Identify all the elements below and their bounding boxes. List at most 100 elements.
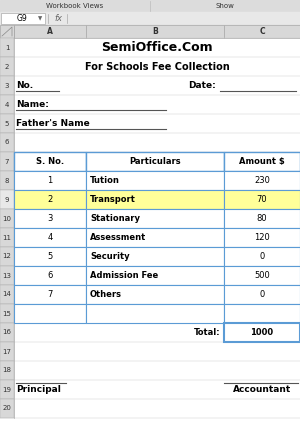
Text: Security: Security <box>90 252 130 261</box>
Bar <box>0 228 300 247</box>
Bar <box>224 304 300 323</box>
Text: 7: 7 <box>5 158 9 164</box>
Bar <box>14 190 86 209</box>
Text: Principal: Principal <box>16 385 61 394</box>
Bar <box>0 171 300 190</box>
Bar <box>224 209 300 228</box>
Bar <box>224 266 300 285</box>
Bar <box>0 57 300 76</box>
Bar <box>86 209 224 228</box>
Text: B: B <box>152 27 158 36</box>
Text: 120: 120 <box>254 233 270 242</box>
Bar <box>0 380 14 399</box>
Bar <box>14 285 86 304</box>
Bar <box>224 190 300 209</box>
Text: 3: 3 <box>5 83 9 89</box>
Bar <box>0 304 14 323</box>
Text: 14: 14 <box>3 291 11 297</box>
Text: Amount $: Amount $ <box>239 157 285 166</box>
Bar <box>0 12 300 25</box>
Bar <box>0 209 300 228</box>
Bar <box>0 266 300 285</box>
Text: 16: 16 <box>2 330 11 336</box>
Bar <box>0 76 300 95</box>
Bar <box>0 38 14 57</box>
Text: 1: 1 <box>5 45 9 51</box>
Text: Admission Fee: Admission Fee <box>90 271 158 280</box>
Text: 4: 4 <box>47 233 52 242</box>
Text: 20: 20 <box>3 405 11 411</box>
Text: Accountant: Accountant <box>233 385 291 394</box>
Text: 1: 1 <box>47 176 52 185</box>
Text: 18: 18 <box>2 368 11 374</box>
Bar <box>0 114 300 133</box>
Text: 10: 10 <box>2 216 11 222</box>
Text: 15: 15 <box>3 310 11 316</box>
Text: Father's Name: Father's Name <box>16 119 90 128</box>
Text: 3: 3 <box>47 214 53 223</box>
Text: Date:: Date: <box>188 81 216 90</box>
Text: ▼: ▼ <box>38 16 42 21</box>
Bar <box>0 380 300 399</box>
Text: 9: 9 <box>5 196 9 202</box>
Bar <box>0 361 14 380</box>
Text: Particulars: Particulars <box>129 157 181 166</box>
Text: 2: 2 <box>47 195 52 204</box>
Bar <box>86 266 224 285</box>
Text: A: A <box>47 27 53 36</box>
Bar <box>224 247 300 266</box>
Text: Stationary: Stationary <box>90 214 140 223</box>
Text: SemiOffice.Com: SemiOffice.Com <box>101 41 213 54</box>
Text: fx: fx <box>54 14 62 23</box>
Text: 70: 70 <box>257 195 267 204</box>
Bar <box>0 323 300 342</box>
Bar <box>0 114 14 133</box>
Text: 19: 19 <box>2 386 11 392</box>
Bar <box>0 228 14 247</box>
Text: 17: 17 <box>2 348 11 354</box>
Text: 7: 7 <box>47 290 53 299</box>
Bar <box>86 171 224 190</box>
Bar <box>86 285 224 304</box>
Text: 8: 8 <box>5 178 9 184</box>
Bar <box>14 171 86 190</box>
Text: C: C <box>259 27 265 36</box>
Text: 80: 80 <box>257 214 267 223</box>
Bar <box>0 190 300 209</box>
Bar <box>0 209 14 228</box>
Bar <box>86 247 224 266</box>
Text: 5: 5 <box>5 121 9 127</box>
Bar <box>86 190 224 209</box>
Text: 6: 6 <box>47 271 53 280</box>
Bar <box>14 304 86 323</box>
Text: Transport: Transport <box>90 195 136 204</box>
Text: Workbook Views: Workbook Views <box>46 3 104 9</box>
Bar <box>14 266 86 285</box>
Bar <box>0 342 300 361</box>
Text: 2: 2 <box>5 63 9 69</box>
Bar <box>0 247 14 266</box>
Bar <box>0 95 300 114</box>
Text: Others: Others <box>90 290 122 299</box>
Bar <box>0 25 14 38</box>
Bar <box>224 323 300 342</box>
Bar <box>224 171 300 190</box>
Bar <box>0 133 300 152</box>
Bar <box>86 152 224 171</box>
Bar <box>224 152 300 171</box>
Text: Assessment: Assessment <box>90 233 146 242</box>
Text: 0: 0 <box>260 290 265 299</box>
Bar <box>0 152 14 171</box>
Text: 230: 230 <box>254 176 270 185</box>
Bar <box>0 190 14 209</box>
Text: For Schools Fee Collection: For Schools Fee Collection <box>85 62 230 71</box>
Bar <box>0 247 300 266</box>
Bar <box>14 209 86 228</box>
Bar <box>14 25 86 38</box>
Bar <box>0 95 14 114</box>
Text: S. No.: S. No. <box>36 157 64 166</box>
Bar <box>224 228 300 247</box>
Bar <box>14 228 86 247</box>
Bar <box>224 285 300 304</box>
Bar <box>86 25 224 38</box>
